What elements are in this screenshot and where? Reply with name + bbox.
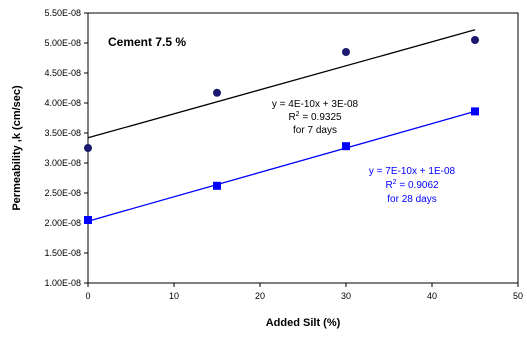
data-point-series-1 [213,88,221,97]
x-tick-label: 30 [341,291,351,301]
data-point-series-2 [342,142,350,151]
r-superscript: 2 [296,111,300,118]
y-tick-label: 2.00E-08 [44,218,81,228]
y-tick-label: 1.00E-08 [44,278,81,288]
r-squared-value: = 0.9062 [397,180,439,191]
y-tick-label: 4.50E-08 [44,68,81,78]
trendline-series-1 [87,29,476,139]
equation-7-days: y = 4E-10x + 3E-08 [272,99,359,110]
data-markers [84,36,479,224]
series-label-28-days: for 28 days [387,194,436,205]
y-tick-label: 4.00E-08 [44,98,81,108]
trendlines [87,29,476,222]
trendline-series-2 [87,110,476,222]
data-point-series-2 [471,107,479,116]
data-point-series-1 [342,48,350,56]
x-tick-label: 10 [169,291,179,301]
x-tick-label: 20 [255,291,265,301]
x-axis-label: Added Silt (%) [266,317,341,329]
r-squared-value: = 0.9325 [300,112,342,123]
y-tick-label: 1.50E-08 [44,248,81,258]
y-tick-label: 3.00E-08 [44,158,81,168]
data-point-series-1 [471,36,479,44]
cement-annotation: Cement 7.5 % [108,35,186,49]
y-tick-label: 3.50E-08 [44,128,81,138]
y-tick-label: 5.50E-08 [44,8,81,18]
r-symbol: R [385,180,392,191]
x-tick-label: 50 [513,291,523,301]
r-squared-28-days: R2 = 0.9062 [385,179,439,191]
r-superscript: 2 [393,179,397,186]
y-tick-label: 5.00E-08 [44,38,81,48]
plot-area [87,12,519,284]
x-tick-label: 40 [427,291,437,301]
equation-28-days: y = 7E-10x + 1E-08 [369,166,456,177]
r-squared-7-days: R2 = 0.9325 [288,111,342,123]
data-point-series-1 [84,144,92,152]
data-point-series-2 [213,181,221,190]
series-label-7-days: for 7 days [293,125,337,136]
data-point-series-2 [84,216,92,224]
y-axis-label: Permeability ,k (cm/sec) [11,85,23,211]
y-axis: 1.00E-08 1.50E-08 2.00E-08 2.50E-08 3.00E-08… [44,8,88,288]
r-symbol: R [288,112,295,123]
x-tick-label: 0 [85,291,90,301]
y-tick-label: 2.50E-08 [44,188,81,198]
x-axis: 0 10 20 30 40 50 [85,283,523,301]
